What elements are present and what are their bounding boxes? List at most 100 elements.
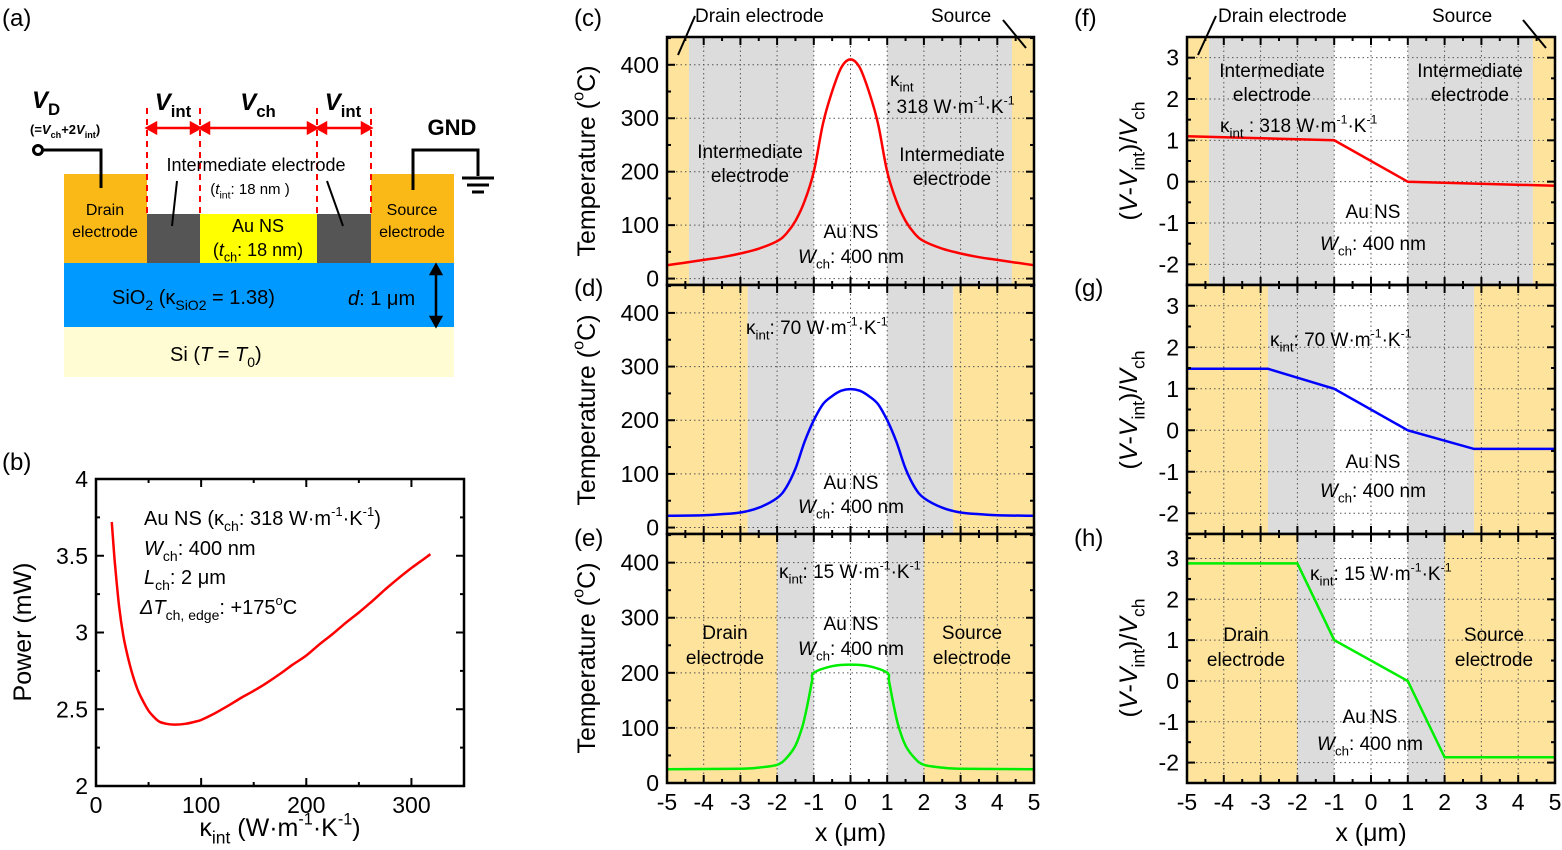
text-run: electrode: [913, 169, 991, 190]
text-run: electrode: [711, 166, 789, 187]
annotation: Au NS: [1343, 707, 1398, 728]
text-run: : 318 W·m: [239, 508, 331, 530]
vint-left-label: Vint: [155, 89, 192, 121]
text-run: electrode: [1431, 85, 1509, 106]
annotation: Au NS: [824, 222, 879, 243]
panel-label-a: (a): [2, 5, 31, 32]
text-run: Au NS (κ: [144, 508, 225, 530]
x-tick-label: 3: [954, 789, 967, 815]
y-tick-label: -2: [1159, 251, 1179, 277]
panel-label-h: (h): [1074, 525, 1103, 552]
y-tick-label: 100: [621, 461, 659, 487]
text-run: C): [573, 314, 601, 340]
x-tick-label: 0: [90, 792, 103, 818]
annotation: Intermediate: [1219, 61, 1325, 82]
chart-b: Au NS (κch: 318 W·m-1·K-1)Wch: 400 nmLch…: [9, 466, 466, 848]
text-run: int: [212, 828, 231, 848]
x-tick-label: 4: [991, 789, 1004, 815]
text-run: int: [1128, 152, 1148, 171]
y-tick-label: 2: [75, 773, 88, 799]
text-run: =: [212, 344, 235, 366]
x-tick-label: 1: [881, 789, 894, 815]
text-run: ): [255, 344, 262, 366]
y-tick-label: 0: [646, 515, 659, 541]
text-run: (: [213, 240, 219, 260]
text-run: SiO2: [175, 297, 206, 313]
text-run: Source: [931, 6, 991, 27]
text-run: electrode: [1207, 650, 1285, 671]
y-tick-label: -1: [1159, 709, 1179, 735]
text-run: ch: [224, 250, 237, 264]
text-run: ch: [816, 507, 830, 522]
y-axis-label: Temperature (oC): [569, 65, 600, 256]
annotation: electrode: [913, 169, 991, 190]
intermediate-region: [689, 37, 814, 285]
x-tick-label: -4: [693, 789, 714, 815]
annotation: Au NS (κch: 318 W·m-1·K-1): [144, 504, 381, 534]
y-tick-label: 300: [621, 605, 659, 631]
text-run: electrode: [933, 648, 1011, 669]
annotation: electrode: [1233, 85, 1311, 106]
text-run: V: [32, 87, 50, 114]
y-tick-label: -1: [1159, 210, 1179, 236]
text-run: (: [1115, 460, 1143, 469]
annotation: electrode: [711, 166, 789, 187]
text-run: -: [1115, 684, 1143, 692]
text-run: ·K: [1382, 330, 1401, 351]
annotation: ΔTch, edge: +175oC: [139, 593, 297, 623]
text-run: Si (: [170, 344, 200, 366]
y-tick-label: 3: [1166, 45, 1179, 71]
callout-line: [1522, 19, 1547, 49]
text-run: : 400 nm: [1349, 734, 1423, 755]
text-run: int: [85, 130, 96, 140]
text-run: x (μm): [815, 819, 886, 847]
text-run: -1: [1441, 560, 1452, 574]
text-run: : 400 nm: [1352, 481, 1426, 502]
text-run: SiO: [112, 287, 145, 309]
text-run: Source: [1464, 625, 1524, 646]
y-tick-label: 0: [1166, 169, 1179, 195]
electrode-region: [1474, 285, 1555, 534]
si-substrate: [64, 327, 454, 377]
electrode-region: [923, 534, 1034, 783]
intermediate-region: [1407, 534, 1445, 783]
text-run: Intermediate: [1417, 61, 1523, 82]
x-tick-label: -5: [657, 789, 677, 815]
text-run: V: [155, 89, 173, 116]
text-run: κ: [1270, 330, 1280, 351]
text-run: Source: [1432, 6, 1492, 27]
text-run: Intermediate: [697, 142, 803, 163]
y-tick-label: 100: [621, 212, 659, 238]
annotation: Wch: 400 nm: [144, 538, 256, 564]
text-run: x (μm): [1335, 819, 1406, 847]
text-run: V: [1115, 615, 1143, 634]
series-line: [1187, 367, 1555, 451]
t-ch-label: (tch: 18 nm): [213, 240, 303, 264]
electrode-region: [667, 285, 748, 534]
text-run: ch: [816, 257, 830, 272]
text-run: -1: [1371, 326, 1382, 340]
annotation: κint: 70 W·m-1·K-1: [1270, 326, 1412, 354]
y-tick-label: 3.5: [56, 543, 88, 569]
y-tick-label: -2: [1159, 500, 1179, 526]
y-tick-label: 2.5: [56, 696, 88, 722]
text-run: -1: [1004, 93, 1015, 107]
annotation: Intermediate: [1417, 61, 1523, 82]
vint-right-label: Vint: [325, 89, 362, 121]
ticks: [95, 478, 465, 787]
text-run: ch: [1335, 744, 1349, 759]
text-run: Intermediate: [1219, 61, 1325, 82]
ticks: [666, 534, 1035, 784]
text-run: (κ: [153, 287, 176, 309]
intermediate-region: [777, 534, 814, 783]
text-run: -1: [974, 93, 985, 107]
text-run: t: [215, 181, 220, 198]
text-run: : 18 nm ): [231, 181, 290, 198]
vd-label: VD: [32, 87, 60, 119]
ticks: [1186, 534, 1556, 784]
text-run: int: [171, 102, 192, 121]
text-run: ch: [163, 548, 178, 564]
series-line: [667, 58, 1034, 267]
